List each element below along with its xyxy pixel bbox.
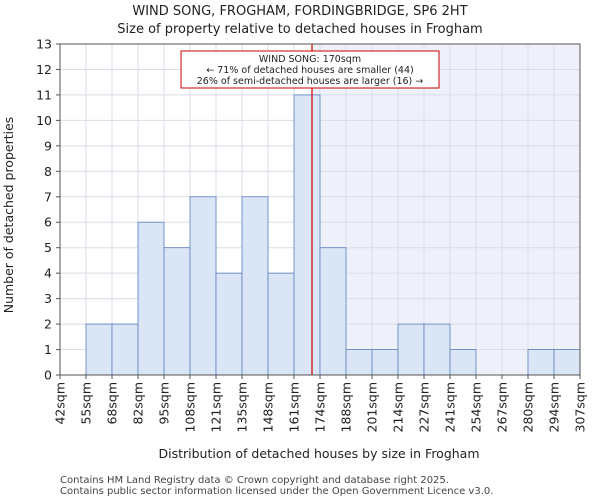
x-tick-label: 254sqm — [469, 382, 484, 432]
x-tick-label: 307sqm — [573, 382, 588, 432]
annotation-border — [180, 50, 440, 89]
x-axis-ticks: 42sqm 55sqm 68sqm 82sqm 95sqm 108sqm 121sqm 135… — [53, 375, 588, 432]
y-tick-label: 13 — [36, 37, 52, 52]
footer-line-2: Contains public sector information licen… — [60, 486, 493, 497]
x-tick-label: 227sqm — [417, 382, 432, 432]
x-tick-label: 241sqm — [443, 382, 458, 432]
bar-68sqm — [111, 323, 139, 376]
bar-241sqm — [449, 349, 477, 376]
x-tick-label: 121sqm — [209, 382, 224, 432]
x-tick-label: 201sqm — [365, 382, 380, 432]
footer-line-1: Contains HM Land Registry data © Crown c… — [60, 475, 449, 486]
bar-108sqm — [189, 196, 217, 376]
bar-214sqm — [397, 323, 425, 376]
bar-161sqm — [293, 94, 321, 376]
x-tick-label: 108sqm — [183, 382, 198, 432]
x-tick-label: 174sqm — [313, 382, 328, 432]
annotation-line-1: WIND SONG: 170sqm — [259, 54, 361, 65]
bar-82sqm — [137, 221, 165, 376]
bar-95sqm — [163, 247, 191, 376]
bar-188sqm — [345, 349, 373, 376]
annotation-box: WIND SONG: 170sqm ← 71% of detached hous… — [180, 50, 440, 89]
bar-227sqm — [423, 323, 451, 376]
y-tick-label: 12 — [36, 62, 52, 77]
x-tick-label: 188sqm — [339, 382, 354, 432]
y-axis-label: Number of detached properties — [1, 117, 16, 314]
y-tick-label: 4 — [44, 266, 52, 281]
x-tick-label: 214sqm — [391, 382, 406, 432]
x-tick-label: 161sqm — [287, 382, 302, 432]
x-tick-label: 148sqm — [261, 382, 276, 432]
annotation-line-2: ← 71% of detached houses are smaller (44… — [206, 65, 413, 76]
bars — [85, 94, 581, 376]
chart-title: WIND SONG, FROGHAM, FORDINGBRIDGE, SP6 2… — [132, 4, 467, 19]
x-tick-label: 68sqm — [105, 382, 120, 425]
y-tick-label: 11 — [36, 87, 52, 102]
y-tick-label: 10 — [36, 113, 52, 128]
x-tick-label: 135sqm — [235, 382, 250, 432]
y-tick-label: 3 — [44, 291, 52, 306]
highlight-region — [312, 44, 580, 375]
bar-280sqm — [527, 349, 555, 376]
x-tick-label: 42sqm — [53, 382, 68, 425]
bar-148sqm — [267, 272, 295, 376]
y-tick-label: 5 — [44, 240, 52, 255]
chart-subtitle: Size of property relative to detached ho… — [117, 22, 482, 37]
y-tick-label: 6 — [44, 215, 52, 230]
x-axis-label: Distribution of detached houses by size … — [158, 446, 479, 461]
bar-121sqm — [215, 272, 243, 376]
bar-135sqm — [241, 196, 269, 376]
x-tick-label: 267sqm — [495, 382, 510, 432]
x-tick-label: 95sqm — [157, 382, 172, 425]
bar-174sqm — [319, 247, 347, 376]
bar-294sqm — [553, 349, 581, 376]
y-tick-label: 8 — [44, 164, 52, 179]
x-tick-label: 82sqm — [131, 382, 146, 425]
y-tick-label: 2 — [44, 317, 52, 332]
annotation-line-3: 26% of semi-detached houses are larger (… — [197, 76, 424, 87]
x-tick-label: 280sqm — [521, 382, 536, 432]
bar-55sqm — [85, 323, 113, 376]
y-tick-label: 1 — [44, 342, 52, 357]
bar-201sqm — [371, 349, 399, 376]
y-tick-label: 0 — [44, 368, 52, 383]
y-tick-label: 9 — [44, 138, 52, 153]
x-tick-label: 294sqm — [547, 382, 562, 432]
x-tick-label: 55sqm — [79, 382, 94, 425]
y-tick-label: 7 — [44, 189, 52, 204]
